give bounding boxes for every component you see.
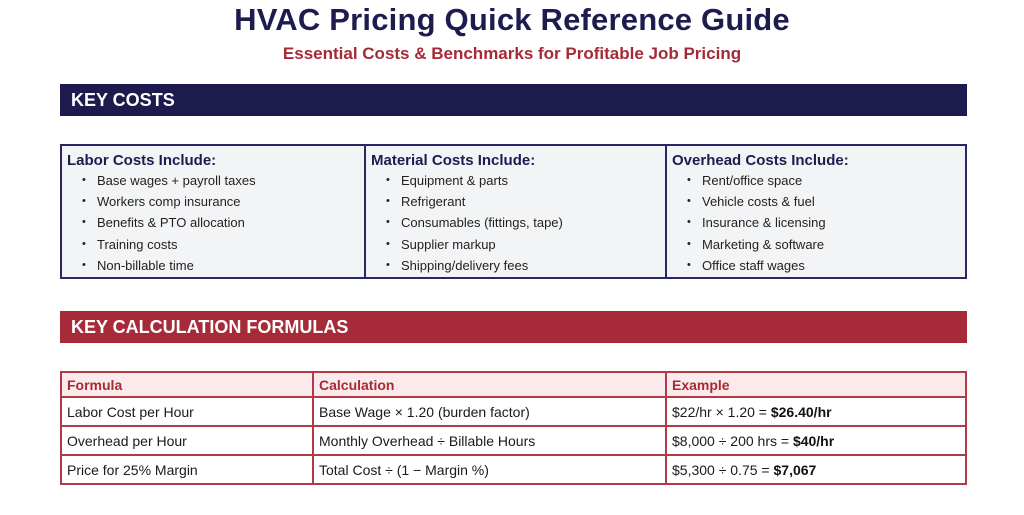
bullet-icon: • — [386, 195, 390, 208]
example-result: $26.40/hr — [770, 403, 832, 420]
list-item: • Supplier markup — [371, 234, 665, 255]
formulas-heading: KEY CALCULATION FORMULAS — [60, 311, 967, 343]
table-row: Overhead per Hour Monthly Overhead ÷ Bil… — [60, 425, 967, 456]
key-costs-table: Labor Costs Include: • Base wages + payro… — [60, 144, 967, 279]
bullet-icon: • — [687, 258, 691, 271]
calculation-cell: Monthly Overhead ÷ Billable Hours — [312, 425, 667, 456]
list-item: • Vehicle costs & fuel — [672, 191, 965, 212]
formula-cell: Overhead per Hour — [60, 425, 314, 456]
key-costs-heading: KEY COSTS — [60, 84, 967, 116]
material-costs-list: • Equipment & parts • Refrigerant • Consuma… — [371, 170, 665, 276]
list-item: • Shipping/delivery fees — [371, 255, 665, 276]
labor-costs-column: Labor Costs Include: • Base wages + payro… — [62, 146, 364, 277]
table-header-row: Formula Calculation Example — [60, 371, 967, 398]
list-item: • Office staff wages — [672, 255, 965, 276]
example-cell: $22/hr × 1.20 = $26.40/hr — [665, 396, 967, 427]
column-title: Material Costs Include: — [371, 152, 536, 169]
formula-cell: Price for 25% Margin — [60, 454, 314, 485]
example-result: $40/hr — [792, 432, 835, 449]
bullet-icon: • — [82, 258, 86, 271]
page-subtitle: Essential Costs & Benchmarks for Profita… — [282, 44, 742, 63]
example-result: $7,067 — [773, 461, 817, 478]
list-item: • Refrigerant — [371, 191, 665, 212]
column-header-calculation: Calculation — [312, 371, 667, 398]
overhead-costs-list: • Rent/office space • Vehicle costs & fuel… — [672, 170, 965, 276]
bullet-icon: • — [82, 174, 86, 186]
list-item: • Benefits & PTO allocation — [67, 212, 364, 233]
list-item: • Marketing & software — [672, 234, 965, 255]
example-cell: $5,300 ÷ 0.75 = $7,067 — [665, 454, 967, 485]
column-title: Labor Costs Include: — [67, 152, 217, 169]
bullet-icon: • — [386, 216, 390, 229]
calculation-cell: Base Wage × 1.20 (burden factor) — [312, 396, 667, 427]
bullet-icon: • — [386, 174, 390, 186]
list-item: • Non-billable time — [67, 255, 364, 276]
bullet-icon: • — [82, 216, 86, 229]
bullet-icon: • — [82, 237, 86, 250]
column-header-formula: Formula — [60, 371, 314, 398]
bullet-icon: • — [82, 195, 86, 208]
overhead-costs-column: Overhead Costs Include: • Rent/office spa… — [665, 146, 965, 277]
page-title: HVAC Pricing Quick Reference Guide — [234, 2, 790, 37]
list-item: • Rent/office space — [672, 170, 965, 191]
bullet-icon: • — [386, 237, 390, 250]
calculation-cell: Total Cost ÷ (1 − Margin %) — [312, 454, 667, 485]
material-costs-column: Material Costs Include: • Equipment & par… — [364, 146, 665, 277]
list-item: • Training costs — [67, 234, 364, 255]
table-row: Labor Cost per Hour Base Wage × 1.20 (bu… — [60, 396, 967, 427]
formula-cell: Labor Cost per Hour — [60, 396, 314, 427]
column-title: Overhead Costs Include: — [672, 152, 849, 169]
bullet-icon: • — [687, 195, 691, 208]
list-item: • Base wages + payroll taxes — [67, 170, 364, 191]
list-item: • Equipment & parts — [371, 170, 665, 191]
bullet-icon: • — [687, 216, 691, 229]
column-header-example: Example — [665, 371, 967, 398]
bullet-icon: • — [687, 237, 691, 250]
labor-costs-list: • Base wages + payroll taxes • Workers com… — [67, 170, 364, 276]
list-item: • Insurance & licensing — [672, 212, 965, 233]
list-item: • Consumables (fittings, tape) — [371, 212, 665, 233]
bullet-icon: • — [386, 258, 390, 271]
list-item: • Workers comp insurance — [67, 191, 364, 212]
table-row: Price for 25% Margin Total Cost ÷ (1 − M… — [60, 454, 967, 485]
bullet-icon: • — [687, 174, 691, 186]
example-cell: $8,000 ÷ 200 hrs = $40/hr — [665, 425, 967, 456]
formulas-table: Formula Calculation Example Labor Cost p… — [60, 371, 967, 485]
